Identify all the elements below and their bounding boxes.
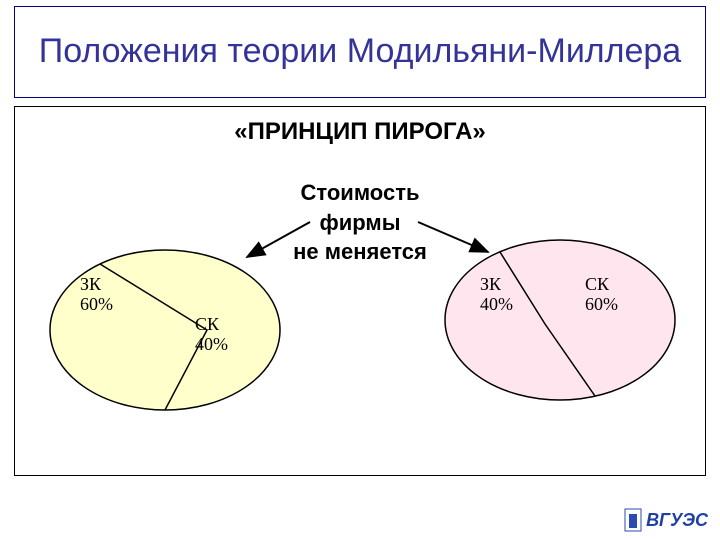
logo-text: ВГУЭС — [646, 510, 708, 531]
pie-left-label: 60% — [80, 294, 113, 314]
arrow-left — [247, 222, 310, 257]
pie-left-label: ЗК — [80, 274, 102, 294]
arrow-right — [418, 222, 488, 252]
pie-left-label: 40% — [195, 334, 228, 354]
pie-right — [445, 240, 675, 400]
diagram-layer: ЗК 60% СК 40% ЗК 40% СК 60% — [0, 0, 720, 540]
pie-left-label: СК — [195, 314, 220, 334]
logo-icon — [624, 508, 642, 532]
pie-right-label: 40% — [480, 294, 513, 314]
pie-right-label: ЗК — [480, 274, 502, 294]
pie-right-label: СК — [585, 274, 610, 294]
slide: Положения теории Модильяни-Миллера «ПРИН… — [0, 0, 720, 540]
logo: ВГУЭС — [624, 508, 708, 532]
pie-right-label: 60% — [585, 294, 618, 314]
